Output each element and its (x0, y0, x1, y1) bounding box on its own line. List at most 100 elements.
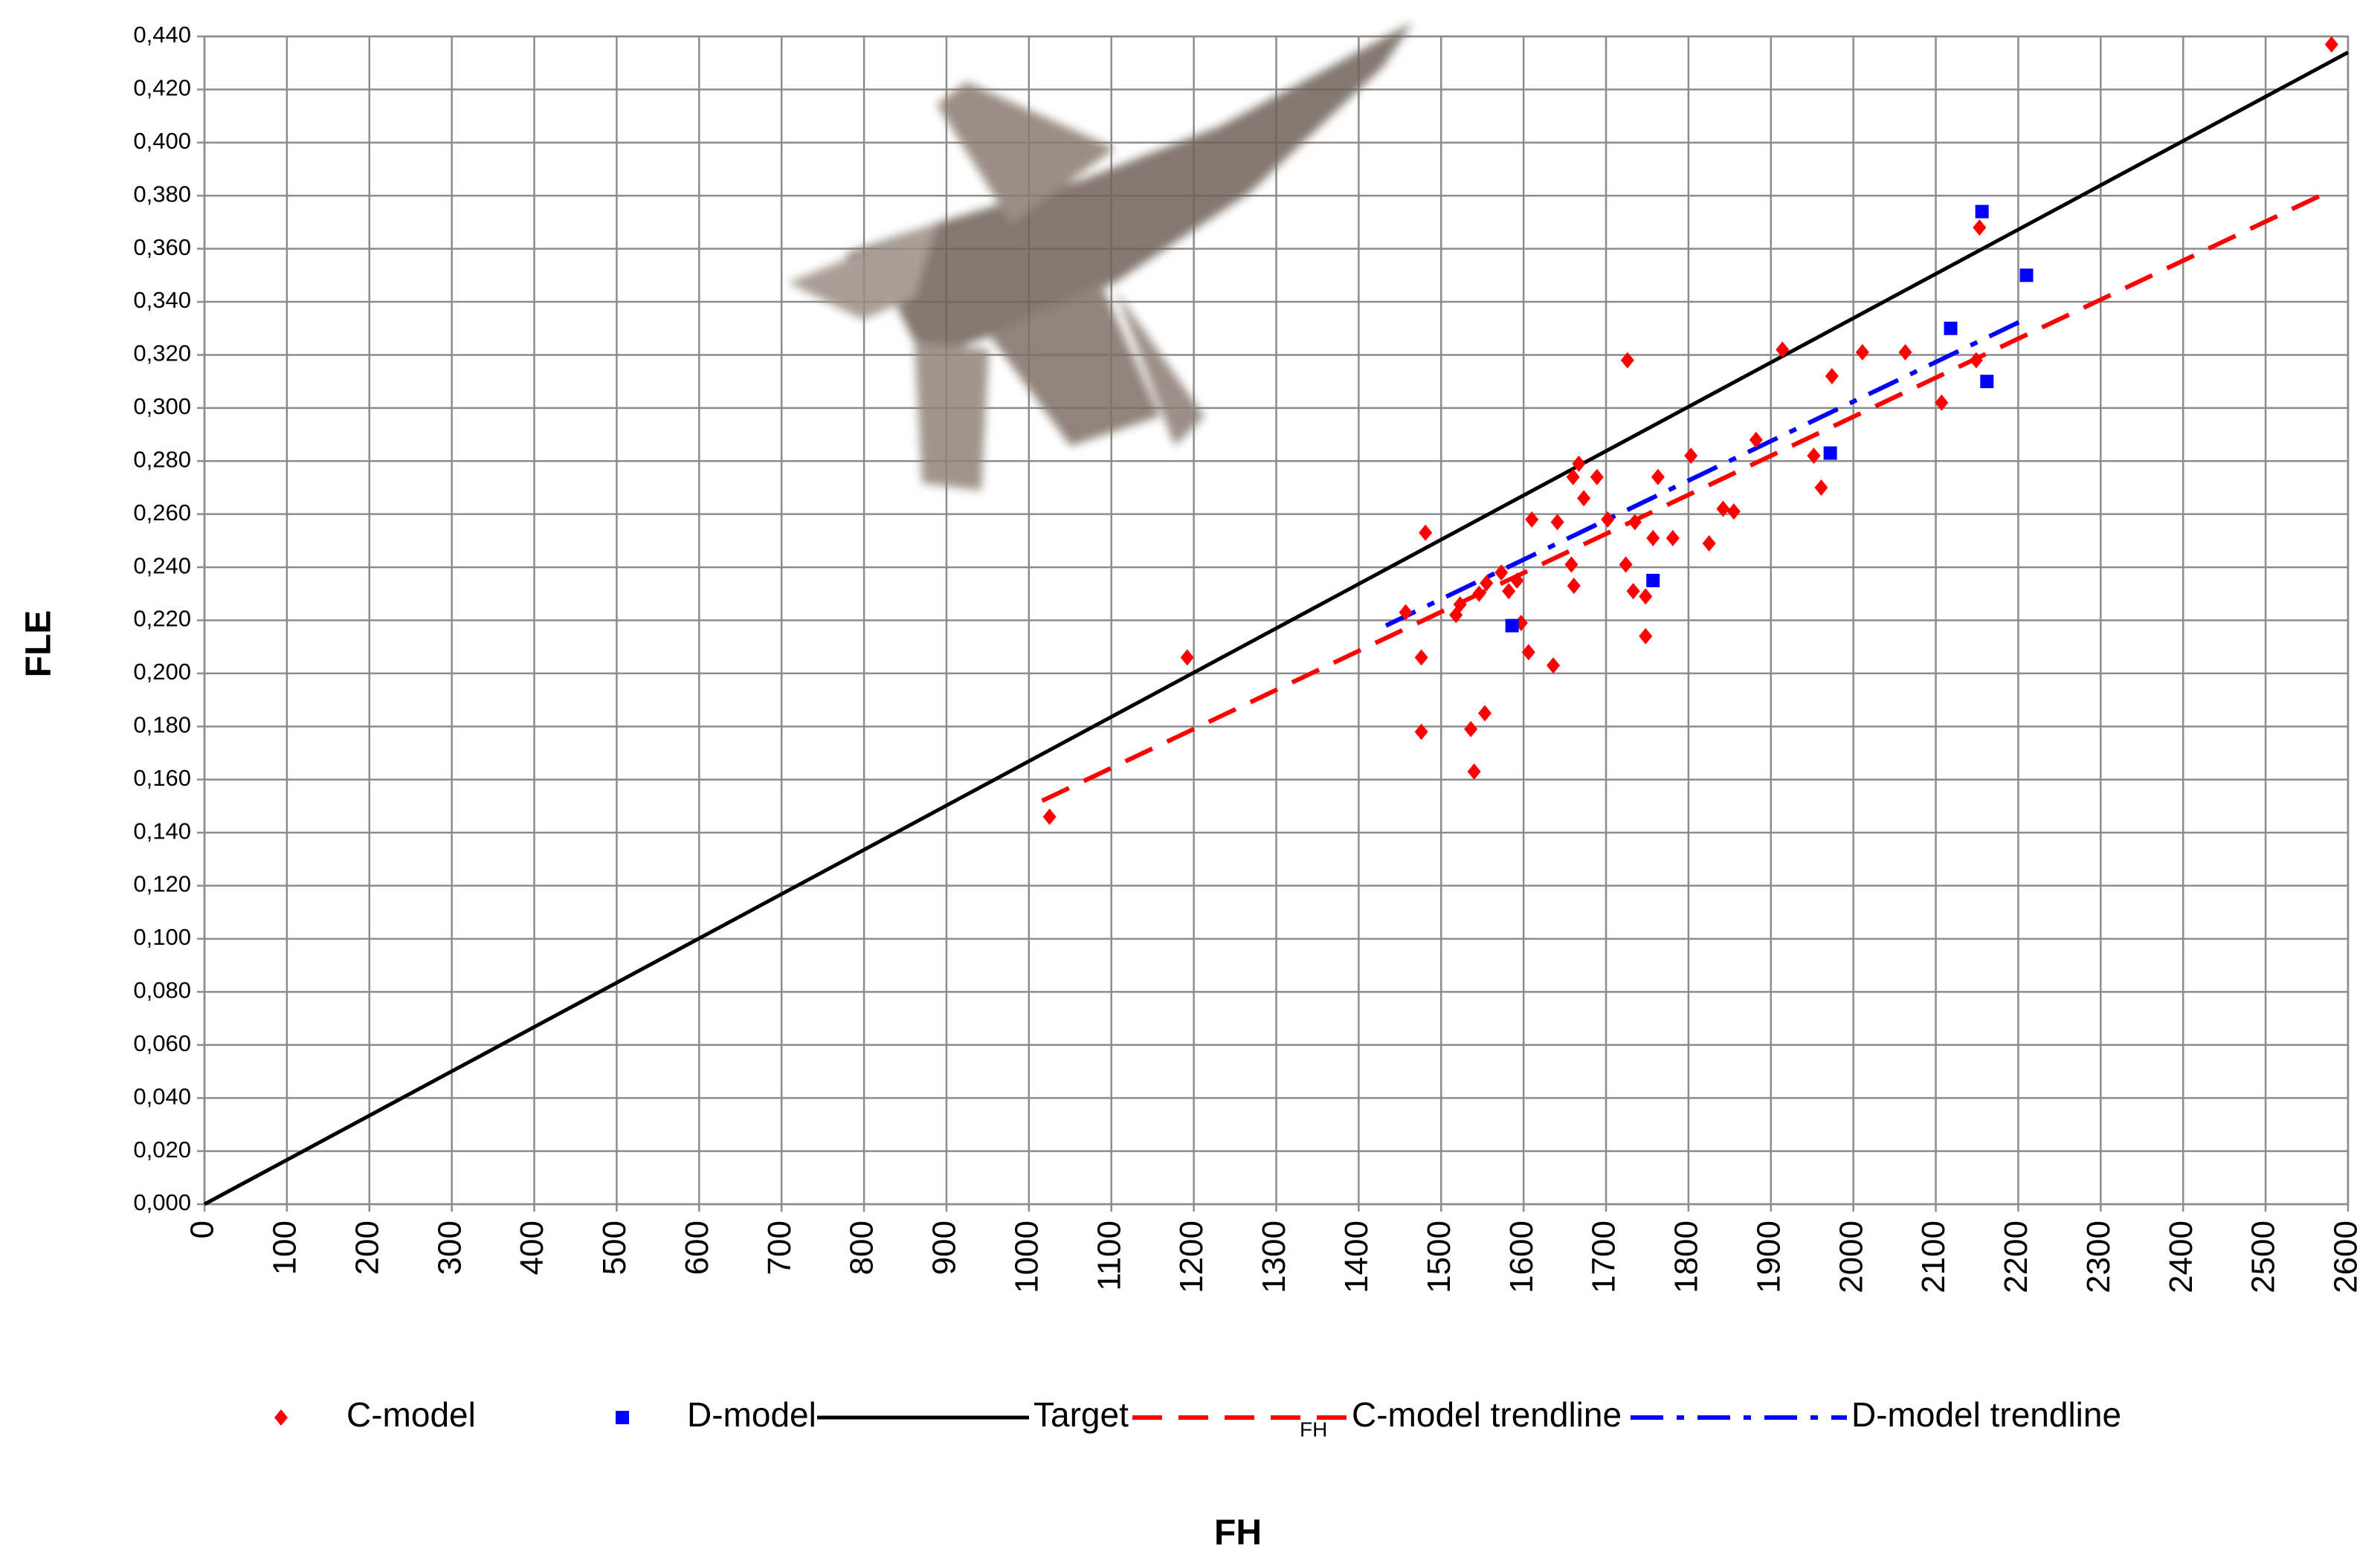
data-point (1776, 341, 1790, 358)
data-point (1472, 585, 1486, 602)
data-point (1628, 514, 1642, 531)
data-point (1716, 500, 1730, 517)
legend-label: C-model trendline (1352, 1395, 1622, 1434)
data-point (1521, 644, 1535, 661)
y-tick-label: 0,140 (133, 818, 191, 844)
legend-swatch (616, 1411, 629, 1424)
data-point (1590, 468, 1604, 485)
data-point (1665, 529, 1680, 546)
y-tick-label: 0,440 (133, 22, 191, 48)
data-point (1414, 723, 1428, 740)
legend-swatch (274, 1409, 288, 1426)
y-tick-label: 0,400 (133, 128, 191, 154)
data-point (1550, 514, 1564, 531)
data-point (1855, 343, 1869, 361)
x-tick-label: 200 (349, 1221, 385, 1275)
series-line (203, 51, 2350, 1206)
legend-note: FH (1300, 1418, 1327, 1441)
x-tick-label: 800 (844, 1221, 880, 1275)
data-point (1467, 763, 1481, 780)
jet-illustration (788, 22, 1413, 491)
data-point (1510, 572, 1524, 589)
data-point (1601, 511, 1615, 528)
x-tick-label: 1300 (1256, 1221, 1292, 1293)
y-tick-label: 0,100 (133, 924, 191, 950)
x-tick-label: 1200 (1173, 1221, 1210, 1293)
y-tick-label: 0,320 (133, 340, 191, 366)
data-point (1577, 490, 1591, 507)
data-point (1651, 468, 1665, 485)
x-tick-label: 1400 (1338, 1221, 1375, 1293)
grid (203, 35, 2350, 1206)
x-tick-label: 1600 (1503, 1221, 1540, 1293)
data-point (1825, 368, 1839, 385)
y-tick-label: 0,200 (133, 659, 191, 685)
data-point (1505, 618, 1519, 633)
x-tick-label: 1800 (1668, 1221, 1705, 1293)
data-point (1980, 375, 1994, 389)
x-tick-label: 2400 (2163, 1221, 2199, 1293)
x-tick-label: 500 (596, 1221, 633, 1275)
data-point (1453, 596, 1467, 613)
x-tick-label: 300 (431, 1221, 468, 1275)
data-point (1969, 352, 1983, 369)
data-point (1639, 627, 1653, 644)
data-point (1419, 524, 1433, 541)
data-point (1898, 343, 1912, 361)
y-tick-label: 0,340 (133, 287, 191, 313)
y-tick-label: 0,120 (133, 871, 191, 897)
data-point (1042, 808, 1057, 825)
data-point (1399, 604, 1413, 621)
legend-label: Target (1033, 1395, 1129, 1434)
y-tick-label: 0,280 (133, 446, 191, 472)
data-point (1626, 583, 1640, 600)
data-point (1814, 479, 1828, 496)
data-point (2019, 268, 2034, 282)
data-point (1620, 352, 1634, 369)
data-point (1807, 447, 1821, 465)
data-point (1646, 573, 1660, 587)
y-tick-label: 0,020 (133, 1137, 191, 1163)
x-tick-label: 600 (679, 1221, 715, 1275)
y-tick-label: 0,360 (133, 234, 191, 260)
data-point (1525, 511, 1539, 528)
y-tick-label: 0,240 (133, 552, 191, 578)
x-tick-label: 700 (761, 1221, 798, 1275)
y-tick-label: 0,300 (133, 393, 191, 419)
data-point (1684, 447, 1698, 465)
data-point (1973, 219, 1987, 236)
y-tick-label: 0,040 (133, 1083, 191, 1109)
x-tick-label: 1900 (1750, 1221, 1787, 1293)
data-point (1502, 583, 1516, 600)
y-tick-label: 0,260 (133, 500, 191, 526)
x-tick-label: 2000 (1833, 1221, 1869, 1293)
x-tick-label: 2100 (1915, 1221, 1952, 1293)
y-tick-label: 0,380 (133, 181, 191, 207)
y-axis-title: FLE (19, 610, 59, 678)
x-tick-label: 1100 (1091, 1221, 1127, 1291)
data-point (1572, 455, 1586, 472)
legend-label: D-model (687, 1395, 816, 1434)
data-point (1547, 657, 1561, 674)
data-point (1975, 204, 1989, 219)
data-point (1944, 321, 1958, 335)
x-tick-label: 2200 (1998, 1221, 2034, 1293)
data-point (1478, 705, 1492, 722)
x-tick-label: 2600 (2328, 1221, 2364, 1293)
data-point (2324, 36, 2338, 53)
data-point (1823, 446, 1837, 460)
y-tick-label: 0,220 (133, 606, 191, 632)
data-point (1567, 578, 1581, 595)
data-point (1749, 431, 1763, 448)
legend-label: D-model trendline (1851, 1395, 2121, 1434)
x-tick-label: 900 (926, 1221, 963, 1275)
data-point (1414, 649, 1428, 666)
x-tick-label: 100 (267, 1221, 303, 1275)
data-point (1494, 564, 1509, 581)
data-point (1646, 529, 1660, 546)
y-tick-label: 0,420 (133, 75, 191, 101)
legend-label: C-model (346, 1395, 476, 1434)
data-point (1702, 534, 1716, 552)
y-tick-label: 0,060 (133, 1030, 191, 1056)
data-point (1935, 394, 1949, 411)
